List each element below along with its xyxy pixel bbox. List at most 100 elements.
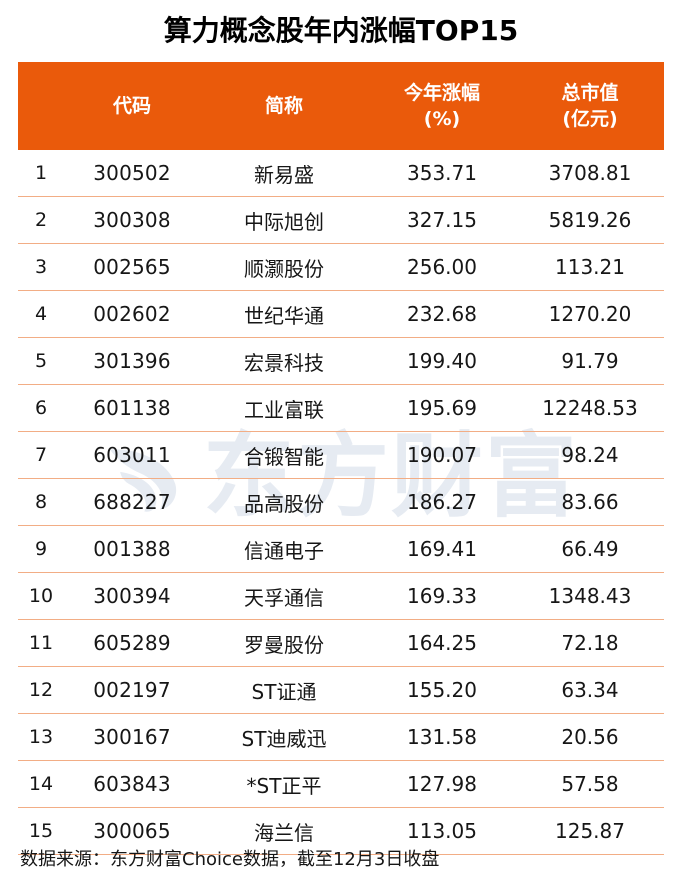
stock-name-cell: 信通电子	[200, 525, 368, 573]
table-row[interactable]: 11 605289 罗曼股份 164.25 72.18	[18, 619, 664, 667]
market-cap-cell: 98.24	[516, 431, 664, 479]
market-cap-cell: 125.87	[516, 807, 664, 855]
stock-code-cell: 300065	[64, 807, 200, 855]
stock-code-cell: 300502	[64, 150, 200, 197]
table-row[interactable]: 5 301396 宏景科技 199.40 91.79	[18, 337, 664, 385]
stock-code-cell: 605289	[64, 619, 200, 667]
rank-cell: 14	[18, 760, 64, 808]
stock-code-cell: 603843	[64, 760, 200, 808]
market-cap-cell: 72.18	[516, 619, 664, 667]
ytd-change-cell: 190.07	[368, 431, 516, 479]
column-header-code: 代码	[64, 62, 200, 150]
market-cap-cell: 5819.26	[516, 196, 664, 244]
rank-cell: 10	[18, 572, 64, 620]
stock-code-cell: 603011	[64, 431, 200, 479]
column-header-marketcap-label: 总市值	[561, 82, 619, 104]
stock-code-cell: 002602	[64, 290, 200, 338]
ytd-change-cell: 353.71	[368, 150, 516, 197]
ytd-change-cell: 195.69	[368, 384, 516, 432]
rank-cell: 4	[18, 290, 64, 338]
column-header-change: 今年涨幅 (%)	[368, 62, 516, 150]
table-row[interactable]: 2 300308 中际旭创 327.15 5819.26	[18, 196, 664, 244]
stock-name-cell: 罗曼股份	[200, 619, 368, 667]
ytd-change-cell: 327.15	[368, 196, 516, 244]
header-row: 代码 简称 今年涨幅 (%) 总市值 (亿元)	[18, 62, 664, 150]
stock-code-cell: 301396	[64, 337, 200, 385]
rank-cell: 9	[18, 525, 64, 573]
market-cap-cell: 57.58	[516, 760, 664, 808]
stock-code-cell: 001388	[64, 525, 200, 573]
rank-cell: 8	[18, 478, 64, 526]
rank-cell: 12	[18, 666, 64, 714]
rank-cell: 6	[18, 384, 64, 432]
table-row[interactable]: 1 300502 新易盛 353.71 3708.81	[18, 150, 664, 197]
stock-name-cell: 宏景科技	[200, 337, 368, 385]
stock-name-cell: ST迪威迅	[200, 713, 368, 761]
stock-code-cell: 002565	[64, 243, 200, 291]
ytd-change-cell: 232.68	[368, 290, 516, 338]
stock-name-cell: 顺灏股份	[200, 243, 368, 291]
rank-cell: 1	[18, 150, 64, 197]
stock-code-cell: 688227	[64, 478, 200, 526]
column-header-name-label: 简称	[264, 95, 303, 117]
market-cap-cell: 20.56	[516, 713, 664, 761]
ytd-change-cell: 164.25	[368, 619, 516, 667]
ytd-change-cell: 127.98	[368, 760, 516, 808]
rank-cell: 3	[18, 243, 64, 291]
market-cap-cell: 1270.20	[516, 290, 664, 338]
stock-name-cell: *ST正平	[200, 760, 368, 808]
table-body: 1 300502 新易盛 353.71 3708.81 2 300308 中际旭创 327.15…	[18, 150, 664, 855]
rank-cell: 11	[18, 619, 64, 667]
table-row[interactable]: 9 001388 信通电子 169.41 66.49	[18, 525, 664, 573]
ytd-change-cell: 186.27	[368, 478, 516, 526]
table-row[interactable]: 12 002197 ST证通 155.20 63.34	[18, 666, 664, 714]
market-cap-cell: 1348.43	[516, 572, 664, 620]
stock-code-cell: 300308	[64, 196, 200, 244]
table-row[interactable]: 4 002602 世纪华通 232.68 1270.20	[18, 290, 664, 338]
market-cap-cell: 91.79	[516, 337, 664, 385]
ytd-change-cell: 131.58	[368, 713, 516, 761]
column-header-index	[18, 62, 64, 150]
ranking-table: 代码 简称 今年涨幅 (%) 总市值 (亿元) 1 300502 新易盛 353.71…	[18, 62, 664, 855]
column-header-name: 简称	[200, 62, 368, 150]
table-row[interactable]: 7 603011 合锻智能 190.07 98.24	[18, 431, 664, 479]
stock-name-cell: 天孚通信	[200, 572, 368, 620]
rank-cell: 15	[18, 807, 64, 855]
column-header-code-label: 代码	[112, 95, 151, 117]
stock-name-cell: 海兰信	[200, 807, 368, 855]
market-cap-cell: 83.66	[516, 478, 664, 526]
ranking-table-container: 代码 简称 今年涨幅 (%) 总市值 (亿元) 1 300502 新易盛 353.71…	[18, 62, 664, 855]
stock-name-cell: 世纪华通	[200, 290, 368, 338]
stock-name-cell: 品高股份	[200, 478, 368, 526]
data-source-note: 数据来源：东方财富Choice数据，截至12月3日收盘	[20, 849, 440, 870]
column-header-change-label: 今年涨幅	[403, 82, 480, 104]
table-row[interactable]: 10 300394 天孚通信 169.33 1348.43	[18, 572, 664, 620]
rank-cell: 5	[18, 337, 64, 385]
ytd-change-cell: 155.20	[368, 666, 516, 714]
market-cap-cell: 113.21	[516, 243, 664, 291]
market-cap-cell: 66.49	[516, 525, 664, 573]
ytd-change-cell: 256.00	[368, 243, 516, 291]
stock-name-cell: 新易盛	[200, 150, 368, 197]
table-header: 代码 简称 今年涨幅 (%) 总市值 (亿元)	[18, 62, 664, 150]
rank-cell: 2	[18, 196, 64, 244]
rank-cell: 13	[18, 713, 64, 761]
table-row[interactable]: 6 601138 工业富联 195.69 12248.53	[18, 384, 664, 432]
stock-name-cell: 工业富联	[200, 384, 368, 432]
market-cap-cell: 3708.81	[516, 150, 664, 197]
table-row[interactable]: 14 603843 *ST正平 127.98 57.58	[18, 760, 664, 808]
stock-code-cell: 002197	[64, 666, 200, 714]
column-header-marketcap: 总市值 (亿元)	[516, 62, 664, 150]
table-row[interactable]: 13 300167 ST迪威迅 131.58 20.56	[18, 713, 664, 761]
stock-code-cell: 300394	[64, 572, 200, 620]
stock-code-cell: 601138	[64, 384, 200, 432]
stock-name-cell: ST证通	[200, 666, 368, 714]
rank-cell: 7	[18, 431, 64, 479]
ytd-change-cell: 169.41	[368, 525, 516, 573]
market-cap-cell: 63.34	[516, 666, 664, 714]
table-row[interactable]: 15 300065 海兰信 113.05 125.87	[18, 807, 664, 855]
table-row[interactable]: 3 002565 顺灏股份 256.00 113.21	[18, 243, 664, 291]
table-row[interactable]: 8 688227 品高股份 186.27 83.66	[18, 478, 664, 526]
stock-name-cell: 中际旭创	[200, 196, 368, 244]
